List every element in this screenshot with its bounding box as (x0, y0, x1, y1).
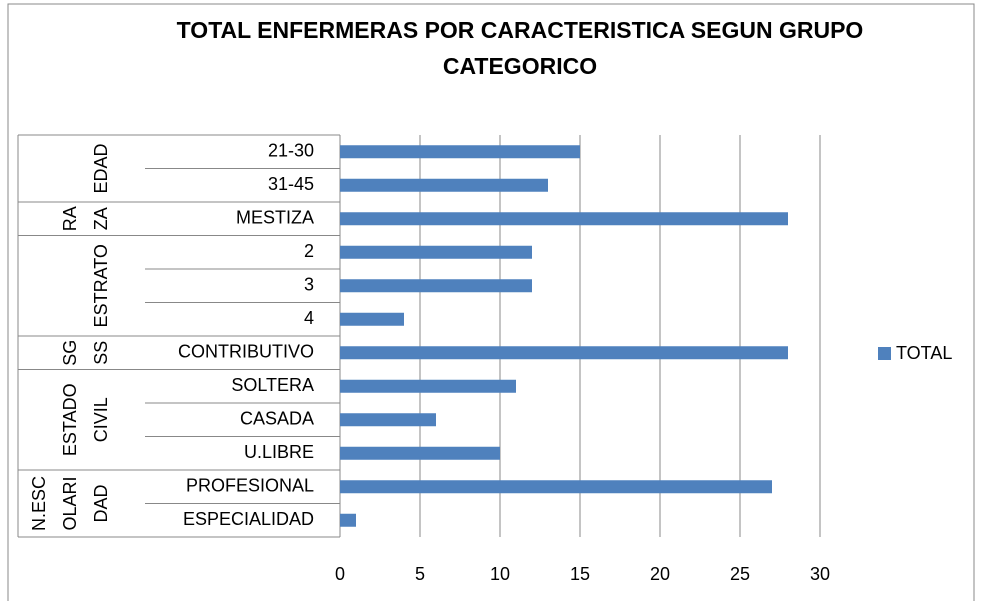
x-tick-label: 5 (415, 564, 425, 584)
group-label: N.ESC (29, 476, 49, 531)
x-tick-label: 30 (810, 564, 830, 584)
bar (340, 212, 788, 226)
group-label: ZA (91, 207, 111, 230)
group-label: RA (60, 206, 80, 231)
bar (340, 145, 580, 159)
group-label: EDAD (91, 143, 111, 193)
group-label: DAD (91, 484, 111, 522)
x-tick-label: 0 (335, 564, 345, 584)
bar (340, 346, 788, 360)
x-tick-label: 15 (570, 564, 590, 584)
chart-title: TOTAL ENFERMERAS POR CARACTERISTICA SEGU… (176, 17, 864, 79)
group-label: ESTRATO (91, 244, 111, 327)
y-tick-label: PROFESIONAL (186, 476, 314, 496)
bar (340, 245, 532, 259)
x-tick-label: 20 (650, 564, 670, 584)
bar (340, 312, 404, 326)
y-tick-label: MESTIZA (236, 208, 314, 228)
y-tick-label: 3 (304, 275, 314, 295)
legend-swatch (878, 347, 891, 360)
y-tick-label: 4 (304, 308, 314, 328)
group-label: SG (60, 340, 80, 366)
x-tick-label: 25 (730, 564, 750, 584)
y-tick-label: 2 (304, 241, 314, 261)
y-tick-label: 21-30 (268, 141, 314, 161)
bar (340, 379, 516, 393)
y-tick-label: ESPECIALIDAD (183, 509, 314, 529)
x-tick-label: 10 (490, 564, 510, 584)
bar (340, 446, 500, 460)
y-tick-label: U.LIBRE (244, 442, 314, 462)
y-tick-label: SOLTERA (231, 375, 314, 395)
group-label: ESTADO (60, 383, 80, 456)
bar (340, 178, 548, 192)
y-tick-label: CONTRIBUTIVO (178, 342, 314, 362)
bar (340, 513, 356, 527)
group-label: SS (91, 341, 111, 365)
bar (340, 413, 436, 427)
y-tick-label: CASADA (240, 409, 314, 429)
bar (340, 279, 532, 293)
group-label: OLARI (60, 476, 80, 530)
chart-border (7, 3, 975, 601)
bar (340, 480, 772, 494)
group-label: CIVIL (91, 397, 111, 442)
legend-label: TOTAL (896, 343, 952, 363)
y-tick-label: 31-45 (268, 174, 314, 194)
